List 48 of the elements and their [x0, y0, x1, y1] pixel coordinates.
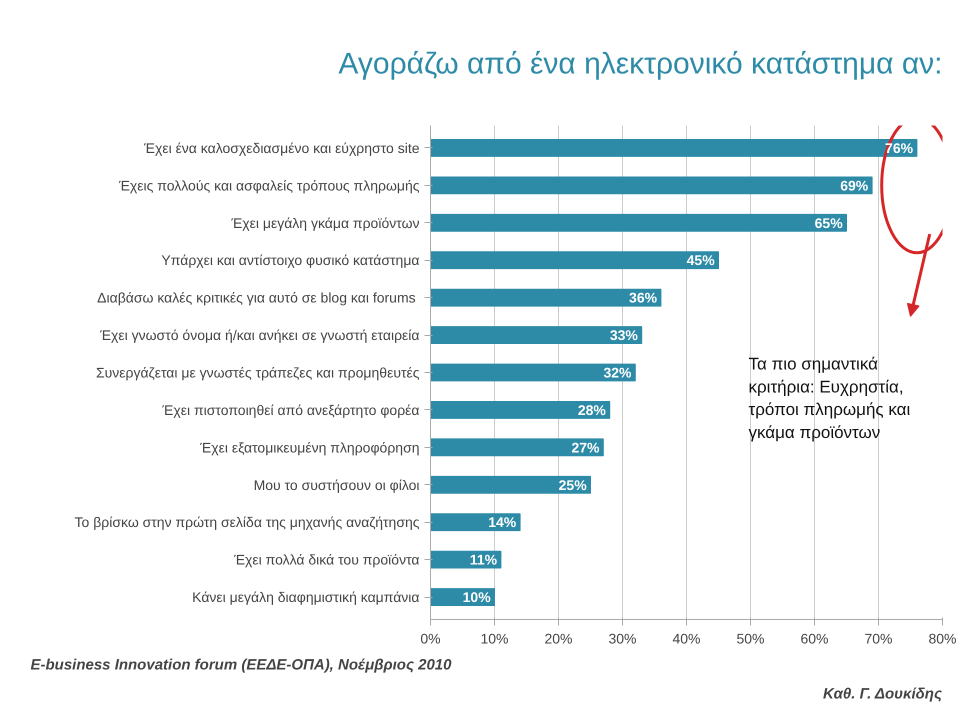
text: E-business Innovation forum (ΕΕΔΕ-ΟΠΑ), Νοέμβριος 2010 [30, 656, 452, 674]
y-tick-label: Κάνει μεγάλη διαφημιστική καμπάνια [192, 589, 420, 606]
data-label: 10% [462, 589, 492, 606]
data-label: 32% [603, 364, 632, 380]
x-tick-label: 50% [736, 630, 765, 646]
data-label: 69% [840, 177, 869, 194]
bar [430, 176, 873, 194]
bar [430, 476, 591, 494]
data-label: 65% [814, 214, 844, 231]
x-tick-label: 0% [420, 630, 441, 646]
x-tick-label: 60% [800, 630, 829, 646]
bar [430, 364, 636, 382]
x-tick-label: 20% [544, 630, 573, 646]
data-label: 27% [571, 439, 600, 456]
data-label: 45% [686, 252, 716, 268]
y-tick-label: Υπάρχει και αντίστοιχο φυσικό κατάστημα [161, 252, 420, 268]
data-label: 28% [578, 402, 606, 418]
y-tick-label: Έχει πιστοποιηθεί από ανεξάρτητο φορέα [161, 402, 420, 418]
x-tick-label: 80% [928, 630, 957, 646]
bar [430, 326, 642, 344]
data-label: 14% [488, 514, 517, 530]
bar [430, 438, 604, 456]
y-tick-label: Έχεις πολλούς και ασφαλείς τρόπους πληρωμής [118, 177, 420, 194]
bar [430, 214, 847, 232]
y-tick-label: Έχει πολλά δικά του προϊόντα [233, 552, 420, 568]
data-label: 36% [629, 290, 658, 306]
y-tick-label: Έχει ένα καλοσχεδιασμένο και εύχρηστο site [143, 140, 420, 156]
y-tick-label: Διαβάσω καλές κριτικές για αυτό σε blog και forums [97, 290, 416, 306]
y-tick-label: Έχει μεγάλη γκάμα προϊόντων [230, 214, 420, 231]
x-tick-label: 40% [672, 630, 701, 646]
data-label: 33% [610, 327, 638, 344]
y-tick-label: Συνεργάζεται με γνωστές τράπεζες και προμηθευτές [96, 364, 420, 380]
y-tick-label: Μου το συστήσουν οι φίλοι [254, 476, 420, 493]
x-tick-label: 30% [608, 630, 637, 646]
y-tick-label: Έχει εξατομικευμένη πληροφόρηση [199, 439, 420, 456]
chart-title: Αγοράζω από ένα ηλεκτρονικό κατάστημα αν: [338, 48, 943, 80]
text: Καθ. Γ. Δουκίδης [823, 686, 942, 702]
bar [430, 251, 719, 270]
bar [430, 401, 610, 419]
bar [430, 139, 918, 157]
y-tick-label: Έχει γνωστό όνομα ή/και ανήκει σε γνωστή εταιρεία [99, 327, 420, 344]
annotation: Τα πιο σημαντικά κριτήρια: Ευχρηστία, τρόποι πληρωμής και γκάμα προϊόντων [748, 354, 910, 442]
bar [430, 288, 662, 307]
data-label: 11% [470, 552, 498, 568]
data-label: 25% [558, 476, 588, 493]
y-tick-label: Το βρίσκω στην πρώτη σελίδα της μηχανής αναζήτησης [74, 514, 420, 530]
x-tick-label: 70% [864, 630, 893, 646]
x-tick-label: 10% [480, 630, 509, 646]
